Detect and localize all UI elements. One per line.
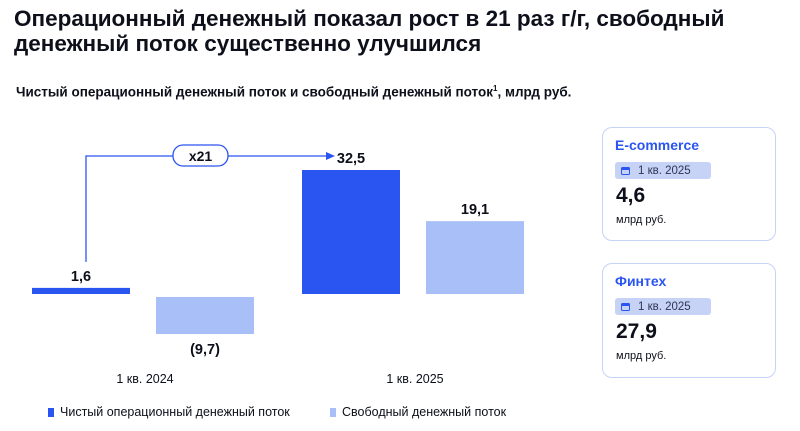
legend-item-ocf: Чистый операционный денежный поток bbox=[48, 405, 290, 419]
bar-s1-c1 bbox=[426, 221, 524, 294]
chart-subtitle: Чистый операционный денежный поток и сво… bbox=[16, 84, 571, 100]
legend-item-fcf: Свободный денежный поток bbox=[330, 405, 506, 419]
category-label: 1 кв. 2025 bbox=[386, 372, 443, 386]
data-label: 19,1 bbox=[461, 202, 489, 218]
calendar-icon bbox=[621, 166, 630, 175]
data-label: (9,7) bbox=[190, 342, 220, 358]
period-label: 1 кв. 2025 bbox=[638, 164, 691, 177]
category-label: 1 кв. 2024 bbox=[116, 372, 173, 386]
calendar-icon bbox=[621, 302, 630, 311]
card-unit: млрд руб. bbox=[616, 214, 667, 226]
growth-arrowhead-icon bbox=[326, 152, 335, 160]
legend-swatch-fcf bbox=[330, 407, 336, 417]
card-value: 27,9 bbox=[616, 320, 657, 343]
bar-chart: 1,6 32,5 (9,7) 19,1 1 кв. 2024 1 кв. 2025 x21 bbox=[32, 144, 524, 386]
legend-swatch-ocf bbox=[48, 407, 54, 417]
growth-badge bbox=[172, 144, 229, 167]
page-title: Операционный денежный показал рост в 21 … bbox=[14, 6, 725, 56]
growth-connector-line bbox=[85, 155, 332, 262]
subtitle-unit: , млрд руб. bbox=[497, 84, 572, 100]
card-value: 4,6 bbox=[616, 184, 646, 207]
card-unit: млрд руб. bbox=[616, 350, 667, 362]
period-badge: 1 кв. 2025 bbox=[615, 162, 711, 179]
card-title: E-commerce bbox=[615, 137, 700, 153]
subtitle-footnote: 1 bbox=[493, 84, 498, 93]
subtitle-text: Чистый операционный денежный поток и сво… bbox=[16, 84, 493, 100]
data-label: 32,5 bbox=[337, 151, 365, 167]
legend-label-fcf: Свободный денежный поток bbox=[342, 405, 507, 419]
period-badge: 1 кв. 2025 bbox=[615, 298, 711, 315]
fintech-card: Финтех 1 кв. 2025 27,9 млрд руб. bbox=[602, 263, 776, 378]
card-title: Финтех bbox=[615, 273, 667, 289]
growth-badge-label: x21 bbox=[189, 148, 213, 164]
ecommerce-card: E-commerce 1 кв. 2025 4,6 млрд руб. bbox=[602, 127, 776, 241]
legend-label-ocf: Чистый операционный денежный поток bbox=[60, 405, 290, 419]
bar-s0-c1 bbox=[302, 170, 400, 294]
data-label: 1,6 bbox=[71, 269, 91, 285]
bar-s1-c0 bbox=[156, 297, 254, 335]
period-label: 1 кв. 2025 bbox=[638, 300, 691, 313]
bar-s0-c0 bbox=[32, 287, 130, 294]
